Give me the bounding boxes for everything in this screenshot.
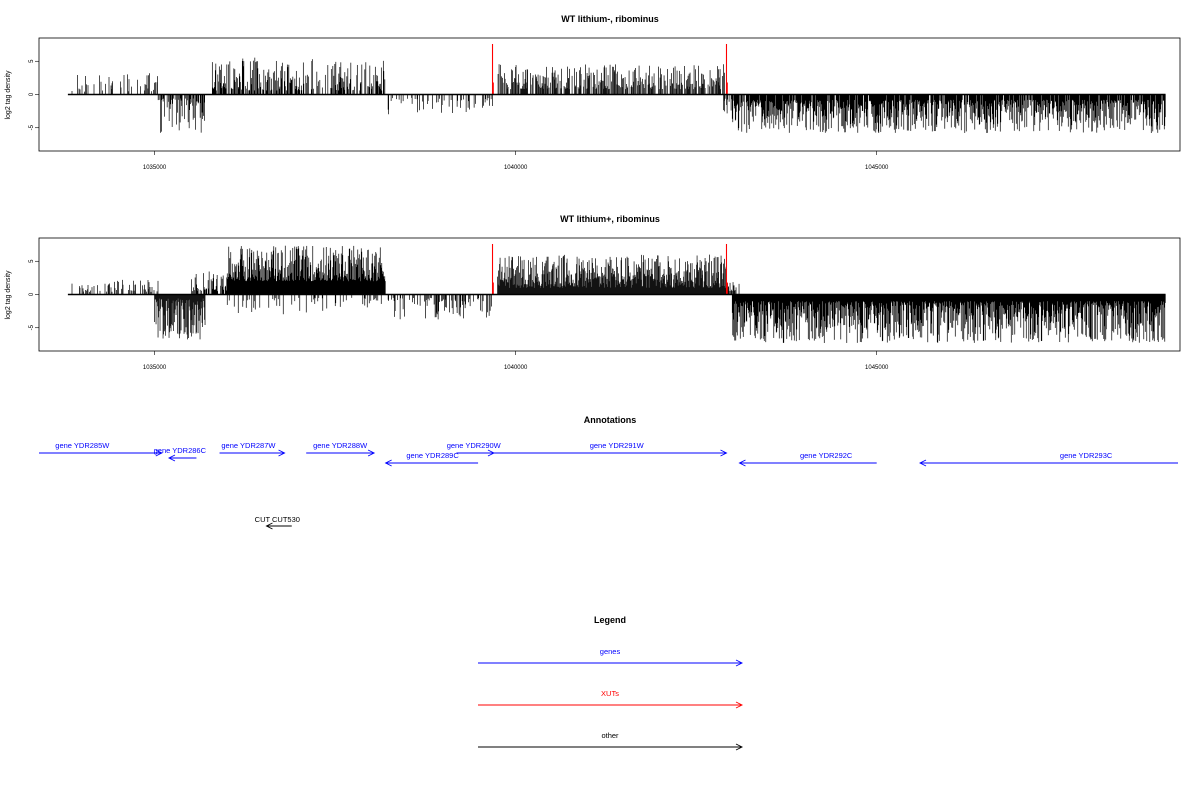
tag-density-bars — [67, 243, 1166, 343]
arrowhead — [738, 459, 746, 467]
legend-title: Legend — [594, 615, 626, 625]
x-tick-label: 1045000 — [865, 165, 889, 171]
gene-feature: gene YDR287W — [219, 441, 286, 457]
y-tick-label: -5 — [29, 324, 35, 330]
other-feature: CUT CUT530 — [255, 515, 300, 530]
other-label: CUT CUT530 — [255, 515, 300, 524]
gene-label: gene YDR288W — [313, 441, 368, 450]
gene-label: gene YDR292C — [800, 451, 853, 460]
legend-item: genes — [478, 647, 744, 667]
x-tick-label: 1035000 — [143, 365, 167, 371]
legend-item: other — [478, 731, 744, 751]
legend-item: XUTs — [478, 689, 744, 709]
gene-label: gene YDR290W — [447, 441, 502, 450]
legend: Legend genes XUTs other — [478, 615, 744, 751]
gene-feature: gene YDR289C — [384, 451, 479, 467]
y-axis-label: log2 tag density — [5, 70, 12, 120]
legend-items: genes XUTs other — [478, 647, 744, 751]
track-panel-lithium-plus: WT lithium+, ribominus log2 tag density … — [5, 214, 1181, 371]
track-panel-lithium-minus: WT lithium-, ribominus log2 tag density … — [5, 14, 1181, 171]
y-tick-label: 5 — [29, 259, 35, 263]
x-tick-label: 1040000 — [504, 165, 528, 171]
arrowhead — [720, 449, 728, 457]
arrowhead — [155, 449, 163, 457]
annotation-features: gene YDR285W gene YDR286C gene YDR287W gene… — [39, 441, 1178, 530]
tag-density-bars — [67, 43, 1166, 133]
y-tick-label: 0 — [29, 292, 35, 296]
arrowhead — [919, 459, 927, 467]
panel-title: WT lithium-, ribominus — [561, 14, 659, 24]
gene-feature: gene YDR292C — [738, 451, 877, 467]
gene-label: gene YDR291W — [590, 441, 645, 450]
arrowhead — [735, 659, 744, 667]
gene-label: gene YDR287W — [221, 441, 276, 450]
axes: 5 0 -5 1035000 1040000 1045000 — [29, 59, 889, 171]
y-axis-label: log2 tag density — [5, 270, 12, 320]
gene-feature: gene YDR286C — [154, 446, 207, 462]
arrowhead — [735, 701, 744, 709]
x-tick-label: 1045000 — [865, 365, 889, 371]
arrowhead — [265, 522, 273, 530]
y-tick-label: 5 — [29, 59, 35, 63]
panel-title: WT lithium+, ribominus — [560, 214, 660, 224]
annotations-title: Annotations — [584, 415, 637, 425]
legend-label: XUTs — [601, 689, 619, 698]
gene-feature: gene YDR288W — [306, 441, 376, 457]
gene-label: gene YDR289C — [406, 451, 459, 460]
y-tick-label: 0 — [29, 92, 35, 96]
legend-label: other — [601, 731, 619, 740]
arrowhead — [278, 449, 286, 457]
arrowhead — [167, 454, 176, 462]
arrowhead — [735, 743, 744, 751]
gene-feature: gene YDR291W — [493, 441, 728, 457]
axes: 5 0 -5 1035000 1040000 1045000 — [29, 259, 889, 371]
x-tick-label: 1035000 — [143, 165, 167, 171]
arrowhead — [384, 459, 392, 467]
gene-label: gene YDR286C — [154, 446, 207, 455]
gene-feature: gene YDR285W — [39, 441, 163, 457]
y-tick-label: -5 — [29, 124, 35, 130]
gene-label: gene YDR293C — [1060, 451, 1113, 460]
gene-feature: gene YDR293C — [919, 451, 1178, 467]
arrowhead — [367, 449, 376, 457]
gene-label: gene YDR285W — [55, 441, 110, 450]
legend-label: genes — [600, 647, 621, 656]
x-tick-label: 1040000 — [504, 365, 528, 371]
